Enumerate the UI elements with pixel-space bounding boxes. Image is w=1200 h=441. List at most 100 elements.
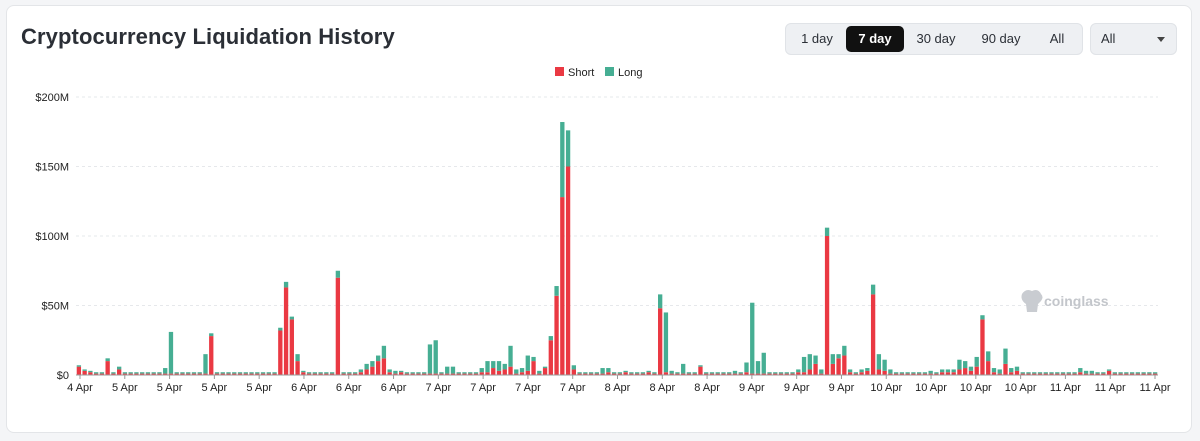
bar-long[interactable] <box>479 368 484 373</box>
bar-short[interactable] <box>134 373 139 375</box>
range-all-button[interactable]: All <box>1049 31 1065 46</box>
bar-long[interactable] <box>381 345 387 359</box>
bar-short[interactable] <box>974 366 979 375</box>
bar-long[interactable] <box>940 369 945 373</box>
bar-short[interactable] <box>272 373 277 375</box>
bar-long[interactable] <box>105 358 110 362</box>
bar-short[interactable] <box>306 373 312 375</box>
bar-short[interactable] <box>151 373 156 375</box>
bar-short[interactable] <box>174 373 179 375</box>
bar-long[interactable] <box>980 315 985 320</box>
bar-long[interactable] <box>295 354 300 362</box>
bar-short[interactable] <box>629 373 634 375</box>
bar-long[interactable] <box>859 369 864 373</box>
bar-long[interactable] <box>658 294 663 309</box>
bar-short[interactable] <box>669 373 674 375</box>
bar-short[interactable] <box>554 295 559 375</box>
bar-long[interactable] <box>485 361 490 373</box>
bar-long[interactable] <box>151 372 156 374</box>
bar-long[interactable] <box>928 370 933 374</box>
bar-long[interactable] <box>232 372 237 374</box>
bar-long[interactable] <box>784 372 789 374</box>
bar-short[interactable] <box>1147 373 1152 375</box>
bar-long[interactable] <box>456 372 461 374</box>
bar-short[interactable] <box>807 369 812 375</box>
bar-long[interactable] <box>847 369 853 373</box>
range-30-day-button[interactable]: 30 day <box>916 31 956 46</box>
bar-long[interactable] <box>594 372 600 374</box>
bar-short[interactable] <box>652 373 657 375</box>
bar-short[interactable] <box>698 366 703 375</box>
bar-long[interactable] <box>629 372 634 374</box>
bar-long[interactable] <box>692 372 697 374</box>
bar-short[interactable] <box>266 373 271 375</box>
bar-long[interactable] <box>640 372 646 374</box>
bar-short[interactable] <box>214 373 220 375</box>
bar-long[interactable] <box>347 372 352 374</box>
bar-long[interactable] <box>364 363 369 370</box>
bar-long[interactable] <box>1112 372 1117 374</box>
bar-long[interactable] <box>508 345 513 367</box>
bar-short[interactable] <box>790 373 795 375</box>
bar-long[interactable] <box>1089 370 1094 374</box>
bar-short[interactable] <box>888 373 893 375</box>
bar-short[interactable] <box>519 372 525 375</box>
bar-long[interactable] <box>1129 372 1135 374</box>
bar-short[interactable] <box>681 373 686 375</box>
bar-short[interactable] <box>1078 372 1083 375</box>
bar-short[interactable] <box>393 373 398 375</box>
bar-short[interactable] <box>1066 373 1071 375</box>
bar-short[interactable] <box>882 370 887 375</box>
bar-short[interactable] <box>375 361 381 375</box>
bar-long[interactable] <box>393 370 398 374</box>
bar-short[interactable] <box>1095 373 1100 375</box>
bar-long[interactable] <box>1106 369 1112 371</box>
bar-short[interactable] <box>283 287 289 375</box>
bar-long[interactable] <box>876 354 882 370</box>
bar-short[interactable] <box>686 373 692 375</box>
bar-short[interactable] <box>1101 373 1106 375</box>
bar-long[interactable] <box>600 368 605 374</box>
bar-long[interactable] <box>865 368 870 371</box>
bar-short[interactable] <box>410 373 415 375</box>
bar-long[interactable] <box>519 368 525 373</box>
bar-long[interactable] <box>491 361 496 369</box>
bar-long[interactable] <box>571 365 576 370</box>
bar-short[interactable] <box>692 373 697 375</box>
bar-long[interactable] <box>301 370 306 373</box>
bar-long[interactable] <box>318 372 323 374</box>
bar-long[interactable] <box>427 344 433 374</box>
bar-long[interactable] <box>163 368 168 374</box>
bar-long[interactable] <box>289 316 294 320</box>
bar-short[interactable] <box>422 373 427 375</box>
bar-long[interactable] <box>911 372 916 374</box>
bar-long[interactable] <box>767 372 772 374</box>
bar-short[interactable] <box>1014 370 1020 375</box>
bar-short[interactable] <box>278 330 283 375</box>
bar-short[interactable] <box>128 373 133 375</box>
bar-short[interactable] <box>634 373 640 375</box>
bar-long[interactable] <box>82 369 87 371</box>
bar-short[interactable] <box>704 373 709 375</box>
bar-long[interactable] <box>422 372 427 374</box>
bar-long[interactable] <box>577 372 582 374</box>
bar-long[interactable] <box>744 362 749 373</box>
bar-short[interactable] <box>122 373 128 375</box>
bar-short[interactable] <box>347 373 352 375</box>
bar-short[interactable] <box>537 373 542 375</box>
bar-short[interactable] <box>226 373 231 375</box>
bar-long[interactable] <box>370 361 375 367</box>
bar-short[interactable] <box>301 372 306 375</box>
bar-short[interactable] <box>1118 373 1123 375</box>
bar-long[interactable] <box>675 372 680 374</box>
bar-short[interactable] <box>916 373 922 375</box>
bar-short[interactable] <box>364 369 369 375</box>
bar-short[interactable] <box>773 373 778 375</box>
bar-short[interactable] <box>876 369 882 375</box>
bar-long[interactable] <box>721 372 726 374</box>
bar-short[interactable] <box>1129 373 1135 375</box>
bar-short[interactable] <box>514 373 519 375</box>
bar-short[interactable] <box>940 372 945 375</box>
bar-short[interactable] <box>295 361 300 375</box>
bar-short[interactable] <box>456 373 461 375</box>
